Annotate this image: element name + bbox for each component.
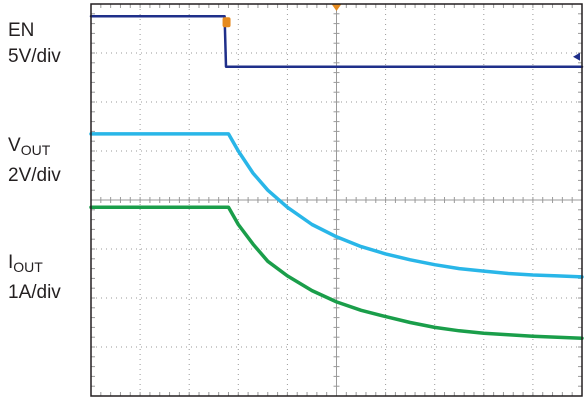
trace-vout	[89, 132, 584, 279]
trace-en	[89, 15, 584, 68]
vout-name-main: V	[8, 135, 21, 156]
trace-layer	[89, 15, 584, 340]
iout-scale: 1A/div	[8, 282, 61, 303]
en-scale: 5V/div	[8, 46, 61, 67]
grid-layer	[90, 3, 583, 397]
en-label: EN 5V/div	[8, 18, 61, 70]
iout-name-main: I	[8, 252, 14, 273]
channel-1-trigger-marker	[222, 17, 231, 28]
trace-iout	[89, 205, 584, 340]
vout-name: VOUT	[8, 133, 61, 163]
iout-name: IOUT	[8, 250, 61, 280]
trigger-position-marker	[331, 4, 342, 11]
trigger-level-marker	[573, 52, 580, 61]
vout-scale: 2V/div	[8, 165, 61, 186]
plot-frame	[90, 3, 583, 397]
iout-name-sub: OUT	[13, 259, 43, 275]
iout-label: IOUT 1A/div	[8, 250, 61, 306]
vout-name-sub: OUT	[20, 142, 51, 158]
en-name: EN	[8, 20, 35, 41]
vout-label: VOUT 2V/div	[8, 133, 61, 189]
marker-layer	[222, 4, 580, 61]
